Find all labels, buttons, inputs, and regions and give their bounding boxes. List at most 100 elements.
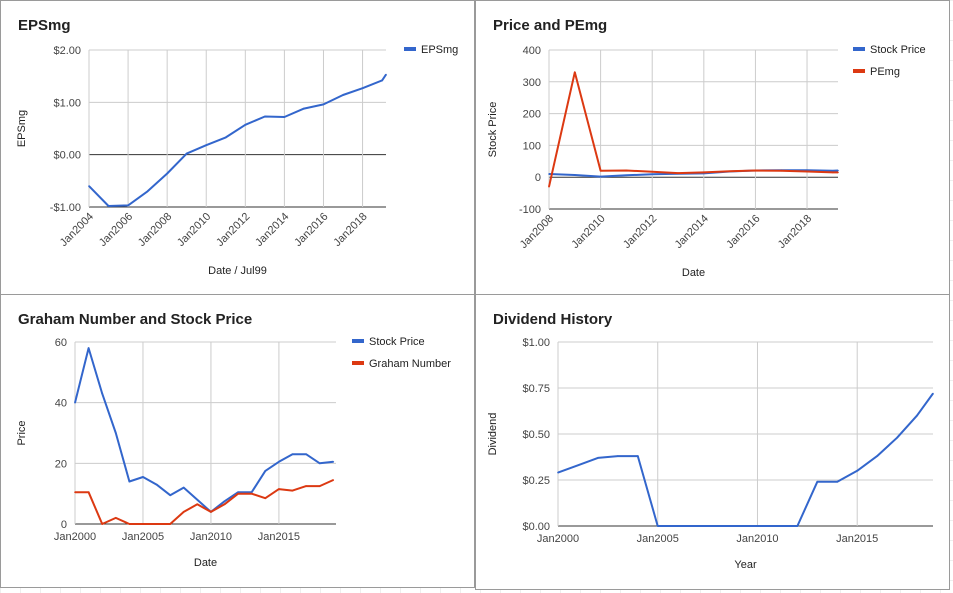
legend-swatch xyxy=(853,47,865,51)
data-point-graham-number xyxy=(264,497,267,499)
y-tick-label: 0 xyxy=(61,519,67,531)
data-point-graham-number xyxy=(291,489,294,492)
data-point-graham-number xyxy=(250,492,253,495)
series-line-graham-number xyxy=(75,479,334,525)
data-point-epsmg xyxy=(361,87,364,89)
x-tick-label: Jan2008 xyxy=(136,211,174,249)
chart-graham-svg: Graham Number and Stock Price 0 20 40 60 Jan2… xyxy=(16,311,451,569)
data-point-graham-number xyxy=(278,488,280,490)
data-point-epsmg xyxy=(381,79,383,82)
series-line-epsmg xyxy=(88,74,387,207)
data-point-epsmg xyxy=(283,116,286,118)
data-point-epsmg xyxy=(385,73,387,76)
y-axis-title: Stock Price xyxy=(487,102,499,158)
y-tick-label: $0.75 xyxy=(522,383,550,395)
data-point-epsmg xyxy=(88,185,90,187)
x-tick-label: Jan2012 xyxy=(621,213,659,251)
data-point-epsmg xyxy=(205,144,207,146)
data-point-graham-number xyxy=(101,523,103,525)
x-tick-label: Jan2012 xyxy=(214,211,252,249)
data-point-dividend xyxy=(836,481,839,483)
data-point-graham-number xyxy=(305,485,307,487)
data-point-stock-price xyxy=(599,175,602,178)
data-point-graham-number xyxy=(115,517,117,519)
data-point-stock-price xyxy=(548,173,550,175)
data-point-stock-price xyxy=(832,170,834,172)
data-point-epsmg xyxy=(303,107,305,110)
data-point-stock-price xyxy=(291,453,294,455)
data-point-pemg xyxy=(837,171,839,174)
y-tick-label: -$1.00 xyxy=(50,202,81,214)
chart-panel-epsmg: EPSmg -$1.00 $0.00 $1.00 $2.00 Jan2004 Jan2006… xyxy=(0,0,475,296)
x-axis-title: Date / Jul99 xyxy=(208,265,267,277)
y-tick-label: 400 xyxy=(523,45,541,57)
data-point-stock-price xyxy=(264,470,267,472)
y-tick-label: $0.00 xyxy=(522,521,550,533)
chart-panel-price-pemg: Price and PEmg -100 0 100 200 300 400 Jan2008 Ja… xyxy=(475,0,950,296)
data-point-dividend xyxy=(716,525,719,527)
x-tick-label: Jan2010 xyxy=(736,533,778,545)
data-point-dividend xyxy=(597,457,599,459)
legend-label: Stock Price xyxy=(369,336,425,348)
x-tick-label: Jan2010 xyxy=(175,211,213,249)
data-point-stock-price xyxy=(625,174,628,177)
data-point-stock-price xyxy=(155,483,158,486)
y-tick-label: 60 xyxy=(55,337,67,349)
x-tick-label: Jan2016 xyxy=(724,213,762,251)
data-point-epsmg xyxy=(322,103,325,106)
data-point-dividend xyxy=(896,436,898,439)
data-point-pemg xyxy=(677,172,679,174)
data-point-stock-price xyxy=(182,486,185,489)
x-tick-label: Jan2000 xyxy=(537,533,579,545)
data-point-dividend xyxy=(916,414,918,417)
legend-swatch xyxy=(404,47,416,51)
data-point-graham-number xyxy=(210,511,212,513)
chart-price-pemg-svg: Price and PEmg -100 0 100 200 300 400 Jan2008 Ja… xyxy=(487,17,926,279)
x-tick-label: Jan2005 xyxy=(637,533,679,545)
data-point-epsmg xyxy=(166,172,168,175)
data-point-stock-price xyxy=(837,169,839,172)
data-point-graham-number xyxy=(128,523,131,525)
x-axis-title: Date xyxy=(194,557,217,569)
data-point-graham-number xyxy=(196,503,199,506)
legend-label: PEmg xyxy=(870,66,900,78)
data-point-graham-number xyxy=(169,523,171,525)
data-point-graham-number xyxy=(142,523,144,525)
data-point-epsmg xyxy=(107,205,110,207)
y-tick-label: $0.25 xyxy=(522,475,550,487)
x-tick-label: Jan2015 xyxy=(258,531,300,543)
data-point-pemg xyxy=(651,171,653,173)
legend-label: EPSmg xyxy=(421,44,458,56)
legend-swatch xyxy=(352,361,364,365)
data-point-epsmg xyxy=(264,115,266,118)
data-point-epsmg xyxy=(127,204,129,207)
data-point-dividend xyxy=(856,470,858,472)
data-point-stock-price xyxy=(128,480,131,483)
data-point-graham-number xyxy=(155,523,158,525)
data-point-dividend xyxy=(676,525,679,527)
data-point-dividend xyxy=(796,525,799,527)
data-point-pemg xyxy=(832,171,834,174)
data-point-pemg xyxy=(754,169,757,172)
x-tick-label: Jan2010 xyxy=(190,531,232,543)
chart-dividend-svg: Dividend History $0.00 $0.25 $0.50 $0.75 $1.0… xyxy=(487,311,934,571)
y-tick-label: 200 xyxy=(523,109,541,121)
x-tick-label: Jan2018 xyxy=(331,211,369,249)
data-point-graham-number xyxy=(182,511,185,513)
data-point-stock-price xyxy=(651,173,653,176)
data-point-pemg xyxy=(625,169,628,172)
x-axis-title: Year xyxy=(734,559,757,571)
x-tick-label: Jan2015 xyxy=(836,533,878,545)
chart-panel-dividend: Dividend History $0.00 $0.25 $0.50 $0.75 $1.0… xyxy=(475,294,950,590)
x-axis-title: Date xyxy=(682,267,705,279)
data-point-graham-number xyxy=(237,492,239,495)
legend-swatch xyxy=(853,69,865,73)
chart-title: EPSmg xyxy=(18,17,71,34)
series-line-dividend xyxy=(557,392,934,527)
y-axis-title: Price xyxy=(16,420,28,445)
data-point-dividend xyxy=(756,525,759,527)
data-point-stock-price xyxy=(237,491,239,493)
x-tick-label: Jan2006 xyxy=(97,211,135,249)
y-axis-title: EPSmg xyxy=(16,110,28,147)
data-point-pemg xyxy=(548,185,550,188)
